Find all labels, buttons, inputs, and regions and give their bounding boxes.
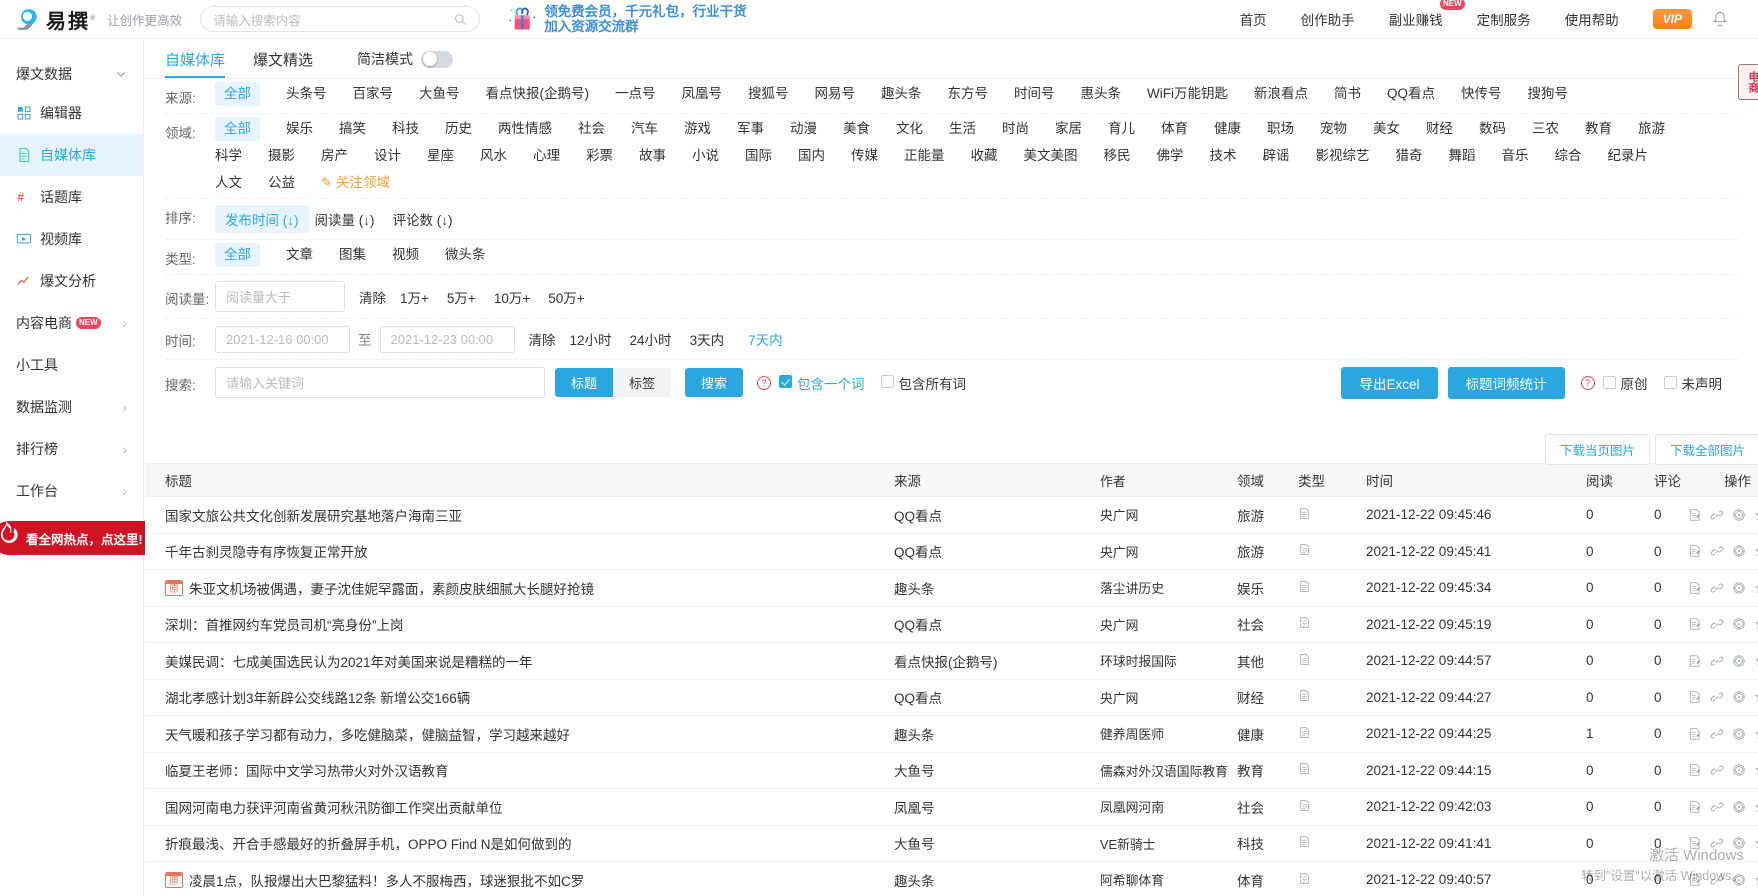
svg-text:#: # xyxy=(17,190,24,204)
